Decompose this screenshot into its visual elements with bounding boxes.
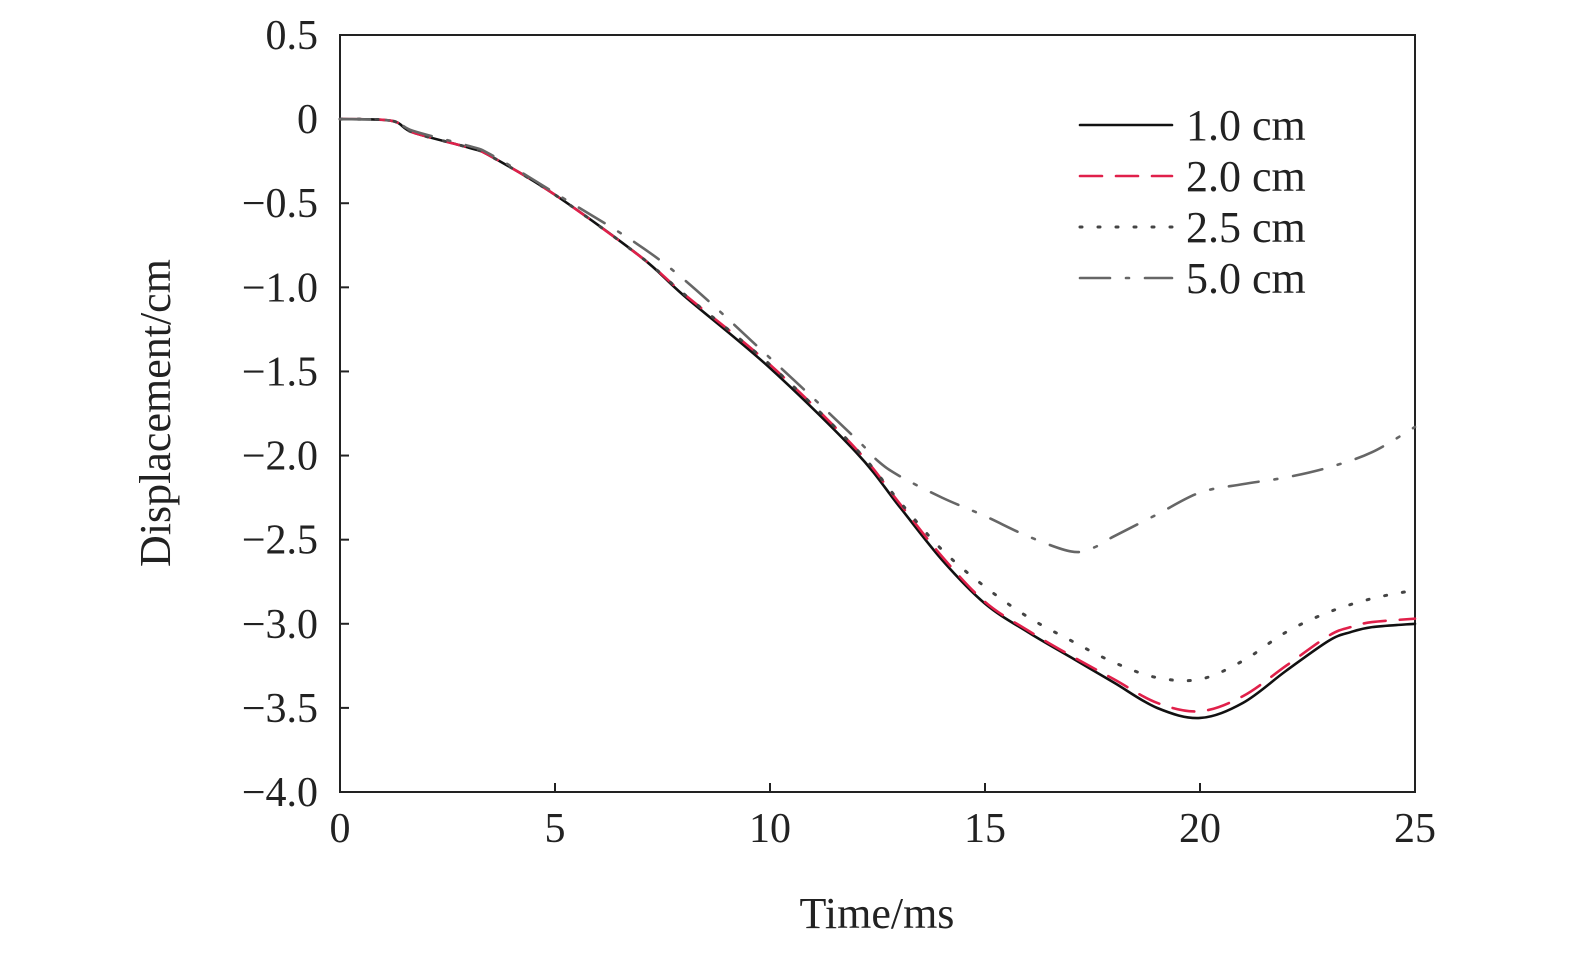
- y-tick-label: −0.5: [242, 181, 318, 227]
- series-line-2-0-cm: [338, 117, 1417, 713]
- plot-area-frame: [339, 34, 1416, 793]
- x-tick-label: 0: [330, 806, 351, 852]
- y-tick-label: −3.0: [242, 602, 318, 648]
- y-tick-label: −1.5: [242, 349, 318, 395]
- y-tick-label: −4.0: [242, 770, 318, 816]
- legend-label: 5.0 cm: [1186, 254, 1306, 303]
- legend-label: 2.5 cm: [1186, 203, 1306, 252]
- legend-label: 2.0 cm: [1186, 152, 1306, 201]
- x-tick-label: 25: [1394, 806, 1436, 852]
- y-tick-label: 0.5: [266, 13, 319, 59]
- y-tick-label: −2.5: [242, 518, 318, 564]
- x-tick-label: 20: [1179, 806, 1221, 852]
- y-tick-label: −1.0: [242, 265, 318, 311]
- x-axis-label: Time/ms: [800, 889, 955, 938]
- x-tick-label: 10: [749, 806, 791, 852]
- y-tick-label: −2.0: [242, 434, 318, 480]
- legend-label: 1.0 cm: [1186, 101, 1306, 150]
- series-line-5-0-cm: [338, 117, 1417, 554]
- x-tick-label: 15: [964, 806, 1006, 852]
- y-tick-label: 0: [297, 97, 318, 143]
- y-tick-label: −3.5: [242, 686, 318, 732]
- y-axis-label: Displacement/cm: [131, 259, 180, 567]
- x-tick-label: 5: [545, 806, 566, 852]
